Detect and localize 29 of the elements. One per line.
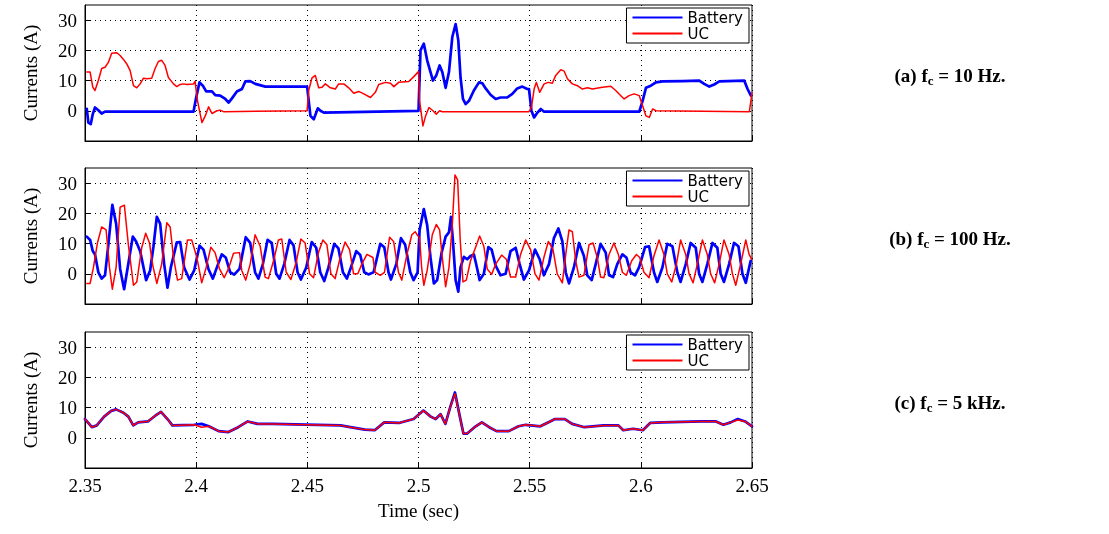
y-axis-title: Currents (A): [20, 187, 42, 285]
y-tick-label: 10: [58, 233, 77, 255]
y-tick-label: 10: [58, 397, 77, 419]
y-tick-label: 10: [58, 70, 77, 92]
y-tick-label: 30: [58, 172, 77, 194]
y-tick-label: 30: [58, 336, 77, 358]
y-tick-label: 30: [58, 9, 77, 31]
y-tick-label: 20: [58, 366, 77, 388]
y-tick-label: 0: [67, 263, 77, 285]
x-tick-label: 2.65: [735, 475, 769, 496]
y-axis-title: Currents (A): [20, 351, 42, 449]
legend-label: Battery: [687, 171, 744, 190]
x-tick-label: 2.55: [513, 475, 547, 496]
x-axis-title: Time (sec): [377, 500, 460, 522]
y-tick-label: 20: [58, 202, 77, 224]
legend-label: Battery: [687, 8, 744, 27]
legend-label: Battery: [687, 335, 744, 354]
y-axis-title: Currents (A): [20, 24, 42, 122]
x-tick-label: 2.45: [290, 475, 324, 496]
x-tick-label: 2.35: [68, 475, 102, 496]
legend-label: UC: [687, 187, 709, 206]
y-tick-label: 0: [67, 100, 77, 122]
legend-label: UC: [687, 351, 709, 370]
x-tick-label: 2.4: [184, 475, 209, 496]
y-tick-label: 20: [58, 39, 77, 61]
x-tick-label: 2.6: [628, 475, 653, 496]
x-tick-label: 2.5: [406, 475, 431, 496]
legend-label: UC: [687, 24, 709, 43]
y-tick-label: 0: [67, 427, 77, 449]
